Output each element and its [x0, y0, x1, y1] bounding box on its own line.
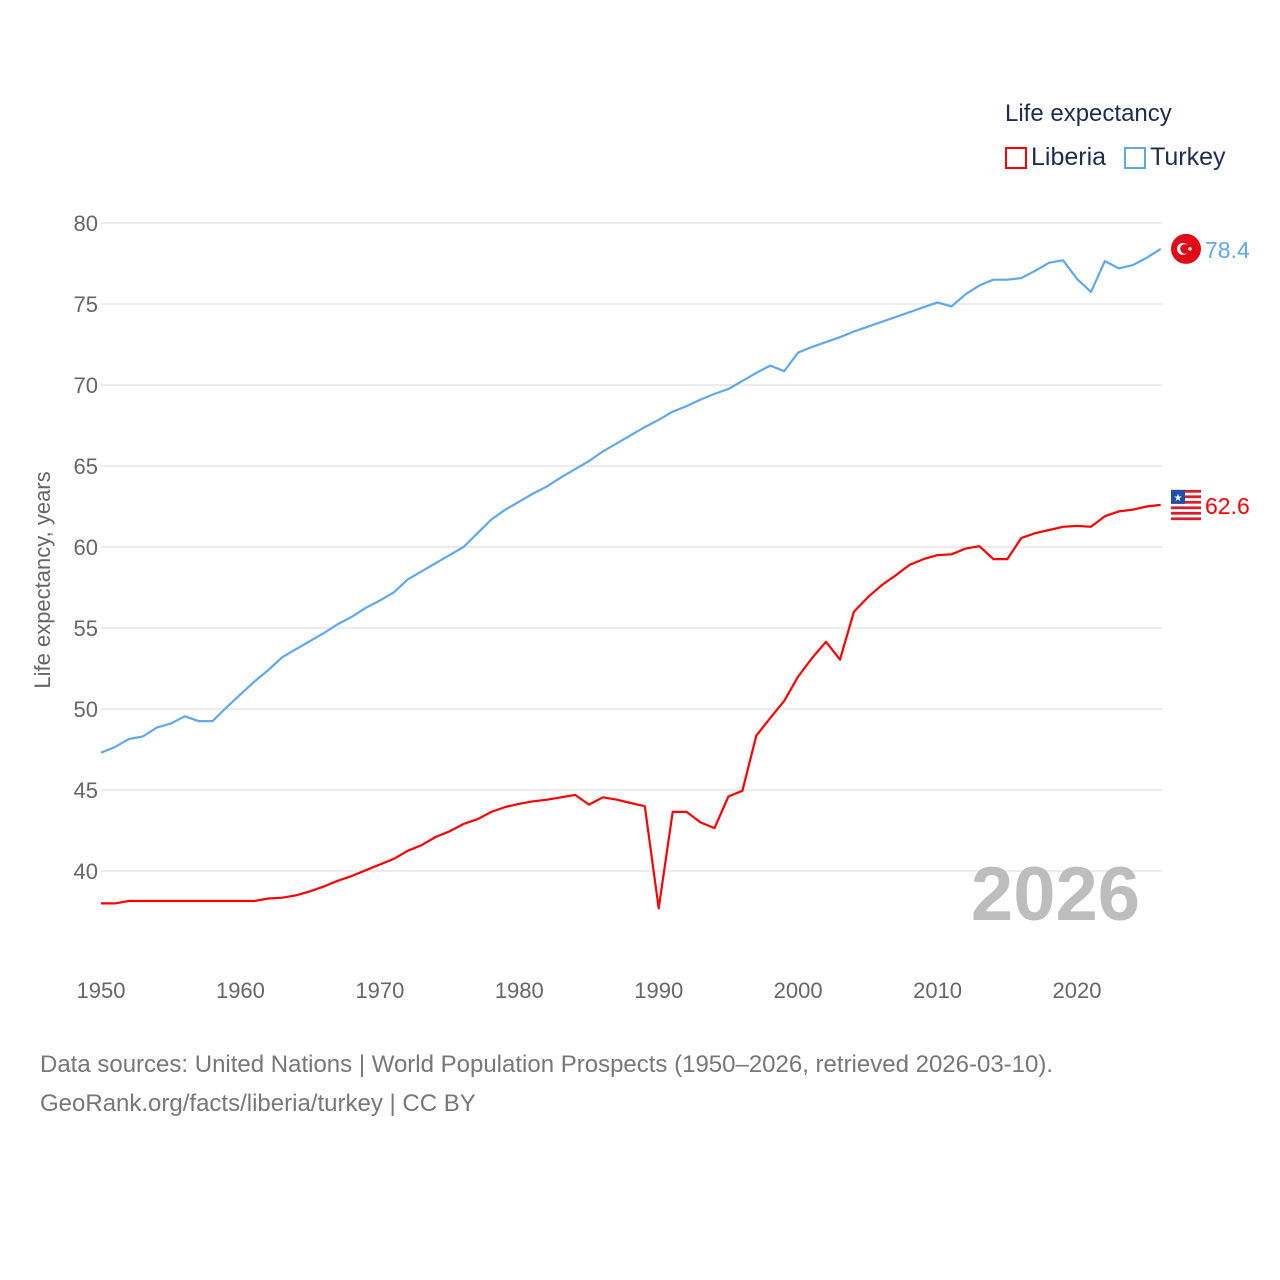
y-tick-label: 65: [74, 454, 98, 479]
legend: Liberia Turkey: [1005, 143, 1226, 172]
x-tick-label: 1950: [77, 978, 126, 1003]
x-tick-label: 1960: [216, 978, 265, 1003]
y-tick-label: 80: [74, 211, 98, 236]
x-tick-label: 1980: [495, 978, 544, 1003]
y-tick-label: 70: [74, 373, 98, 398]
legend-item-turkey[interactable]: Turkey: [1124, 143, 1226, 172]
x-tick-label: 1970: [355, 978, 404, 1003]
end-value-label-liberia: 62.6: [1205, 493, 1250, 519]
series-line-liberia[interactable]: [101, 503, 1161, 910]
flag-icon-turkey: [1171, 233, 1201, 264]
svg-text:★: ★: [1174, 493, 1183, 504]
x-tick-label: 2020: [1053, 978, 1102, 1003]
legend-swatch-turkey: [1124, 146, 1147, 169]
y-tick-label: 40: [74, 859, 98, 884]
legend-title: Life expectancy: [1005, 100, 1172, 127]
attribution-link[interactable]: GeoRank.org/facts/liberia/turkey | CC BY: [40, 1090, 476, 1117]
y-tick-label: 75: [74, 292, 98, 317]
y-axis-label: Life expectancy, years: [30, 471, 55, 688]
y-tick-label: 55: [74, 616, 98, 641]
legend-item-liberia[interactable]: Liberia: [1005, 143, 1106, 172]
source-line: Data sources: United Nations | World Pop…: [40, 1051, 1054, 1078]
x-tick-label: 1990: [634, 978, 683, 1003]
source-note: Data sources: United Nations | World Pop…: [40, 1045, 1053, 1123]
year-watermark: 2026: [971, 852, 1140, 937]
x-tick-label: 2010: [913, 978, 962, 1003]
y-tick-label: 45: [74, 778, 98, 803]
legend-label-liberia: Liberia: [1031, 143, 1107, 171]
end-value-label-turkey: 78.4: [1205, 237, 1250, 263]
flag-icon-liberia: ★: [1171, 489, 1201, 521]
x-tick-label: 2000: [774, 978, 823, 1003]
y-tick-label: 60: [74, 535, 98, 560]
series-line-turkey[interactable]: [100, 247, 1162, 754]
legend-swatch-liberia: [1005, 146, 1027, 169]
y-tick-label: 50: [74, 697, 98, 722]
legend-label-turkey: Turkey: [1150, 143, 1226, 171]
